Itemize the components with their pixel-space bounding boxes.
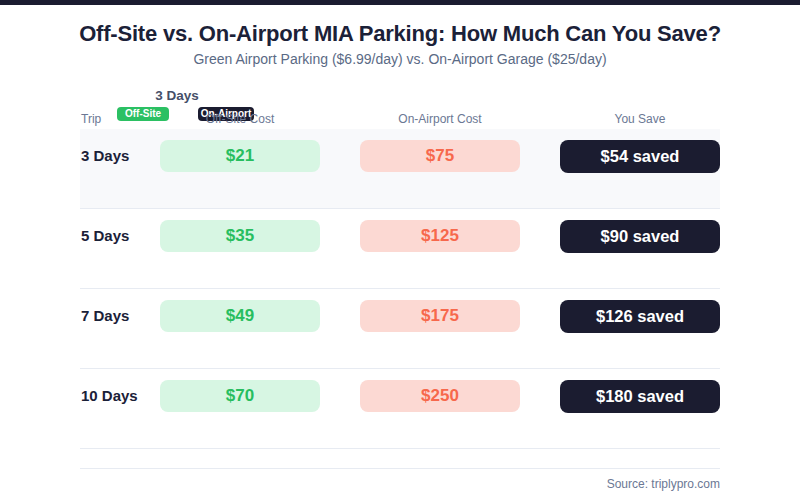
offsite-cost-value: $35 bbox=[160, 220, 320, 252]
source-attribution: Source: triplypro.com bbox=[80, 477, 720, 491]
top-accent-bar bbox=[0, 0, 800, 5]
page-subtitle: Green Airport Parking ($6.99/day) vs. On… bbox=[0, 51, 800, 67]
savings-badge: $126 saved bbox=[560, 300, 720, 333]
parking-savings-infographic: Off-Site vs. On-Airport MIA Parking: How… bbox=[0, 0, 800, 500]
page-title: Off-Site vs. On-Airport MIA Parking: How… bbox=[0, 21, 800, 47]
trip-label: 5 Days bbox=[81, 220, 129, 252]
table-row[interactable]: 10 Days $70 $250 $180 saved bbox=[80, 369, 720, 449]
savings-badge: $90 saved bbox=[560, 220, 720, 253]
trip-label: 10 Days bbox=[81, 380, 138, 412]
onairport-cost-value: $125 bbox=[360, 220, 520, 252]
footer-divider bbox=[80, 468, 720, 469]
table-row[interactable]: 3 Days $21 $75 $54 saved bbox=[80, 129, 720, 209]
trip-label: 7 Days bbox=[81, 300, 129, 332]
onairport-cost-value: $250 bbox=[360, 380, 520, 412]
trip-label: 3 Days bbox=[81, 140, 129, 172]
offsite-cost-value: $70 bbox=[160, 380, 320, 412]
savings-badge: $180 saved bbox=[560, 380, 720, 413]
table-row[interactable]: 5 Days $35 $125 $90 saved bbox=[80, 209, 720, 289]
offsite-cost-value: $21 bbox=[160, 140, 320, 172]
onairport-cost-value: $75 bbox=[360, 140, 520, 172]
savings-badge: $54 saved bbox=[560, 140, 720, 173]
column-header-offsite-cost: Off-Site Cost bbox=[160, 112, 320, 126]
column-header-you-save: You Save bbox=[560, 112, 720, 126]
offsite-cost-value: $49 bbox=[160, 300, 320, 332]
tooltip-title: 3 Days bbox=[117, 88, 237, 103]
table-row[interactable]: 7 Days $49 $175 $126 saved bbox=[80, 289, 720, 369]
column-header-trip: Trip bbox=[81, 112, 101, 126]
onairport-cost-value: $175 bbox=[360, 300, 520, 332]
column-header-onairport-cost: On-Airport Cost bbox=[360, 112, 520, 126]
